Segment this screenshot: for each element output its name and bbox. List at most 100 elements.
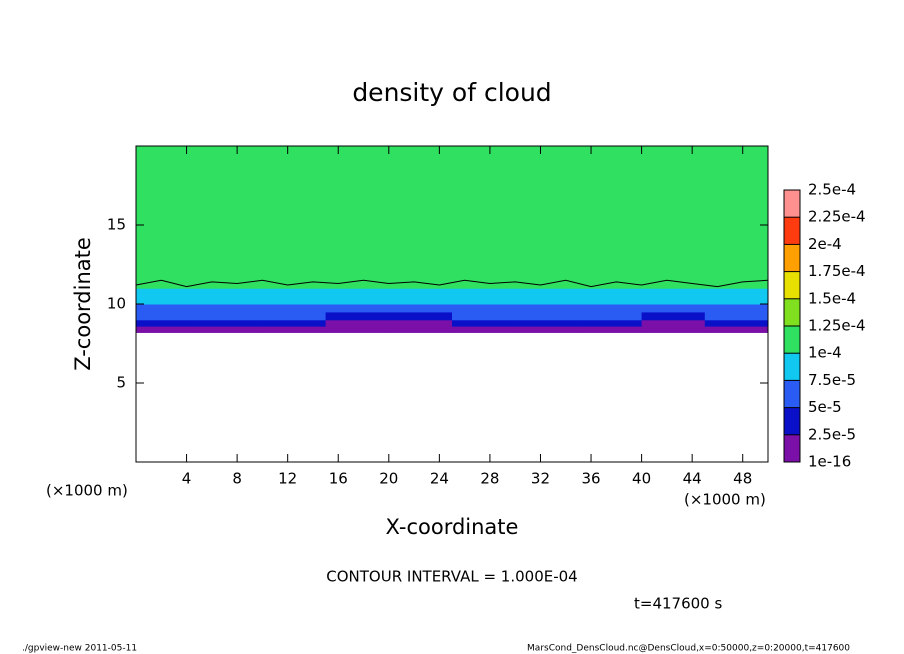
cell (641, 311, 706, 321)
cell (262, 296, 327, 305)
cell (199, 193, 263, 242)
colorbar-label: 1.25e-4 (808, 317, 866, 335)
cell (136, 240, 200, 273)
cell (325, 288, 390, 297)
cell (704, 193, 769, 242)
colorbar-label: 7.5e-5 (808, 371, 856, 389)
cell (325, 296, 390, 305)
colorbar-swatch (784, 244, 800, 272)
cell (515, 272, 579, 289)
y-tick-label: 5 (116, 374, 126, 392)
y-tick-label: 10 (107, 295, 126, 313)
colorbar-label: 2.5e-5 (808, 425, 856, 443)
cell (136, 326, 200, 333)
cell (641, 304, 706, 313)
cell (704, 304, 769, 313)
cell (578, 326, 643, 333)
x-unit: (×1000 m) (684, 491, 766, 509)
cell (578, 304, 643, 313)
cell (199, 319, 263, 327)
cell (388, 240, 453, 273)
colorbar-swatch (784, 380, 800, 408)
cell (515, 304, 579, 313)
x-tick-label: 40 (632, 470, 651, 488)
cell (578, 193, 643, 242)
colorbar-label: 2.25e-4 (808, 208, 866, 226)
cell (388, 319, 453, 327)
cell (578, 319, 643, 327)
x-tick-label: 16 (329, 470, 348, 488)
cell (199, 304, 263, 313)
cell (578, 288, 643, 297)
cell (325, 272, 390, 289)
cell (199, 240, 263, 273)
cell (452, 319, 516, 327)
cell (136, 311, 200, 321)
cell (262, 240, 327, 273)
colorbar-swatch (784, 190, 800, 218)
annotation: CONTOUR INTERVAL = 1.000E-04 (326, 568, 577, 586)
cell (452, 326, 516, 333)
cell (199, 146, 263, 194)
cell (452, 296, 516, 305)
colorbar-swatch (784, 407, 800, 435)
x-tick-label: 44 (683, 470, 702, 488)
footer: ./gpview-new 2011-05-11 (22, 644, 137, 654)
cell (515, 296, 579, 305)
cell (136, 288, 200, 297)
cell (325, 319, 390, 327)
colorbar-label: 5e-5 (808, 398, 842, 416)
colorbar-label: 1.5e-4 (808, 289, 856, 307)
cell (515, 146, 579, 194)
cell (388, 146, 453, 194)
cell (262, 326, 327, 333)
cell (262, 193, 327, 242)
cell (515, 288, 579, 297)
colorbar-label: 1.75e-4 (808, 262, 866, 280)
cell (452, 304, 516, 313)
cell (641, 272, 706, 289)
cell (578, 311, 643, 321)
cell (262, 304, 327, 313)
cell (388, 311, 453, 321)
cell (704, 288, 769, 297)
cell (325, 146, 390, 194)
x-tick-label: 8 (232, 470, 242, 488)
cell (704, 311, 769, 321)
x-tick-label: 20 (379, 470, 398, 488)
cell (578, 240, 643, 273)
chart-title: density of cloud (352, 78, 551, 107)
colorbar-swatch (784, 271, 800, 299)
cell (515, 319, 579, 327)
colorbar-label: 1e-16 (808, 453, 851, 471)
cell (388, 296, 453, 305)
x-axis-label: X-coordinate (386, 515, 519, 539)
cell (199, 296, 263, 305)
cell (641, 288, 706, 297)
colorbar-swatch (784, 298, 800, 326)
x-tick-label: 32 (531, 470, 550, 488)
cell (452, 146, 516, 194)
colorbar-label: 2e-4 (808, 235, 842, 253)
cell (452, 311, 516, 321)
colorbar-label: 2.5e-4 (808, 181, 856, 199)
x-tick-label: 4 (182, 470, 192, 488)
cell (452, 240, 516, 273)
cell (199, 311, 263, 321)
x-unit: (×1000 m) (46, 482, 128, 500)
colorbar-swatch (784, 326, 800, 354)
cell (388, 288, 453, 297)
colorbar-swatch (784, 353, 800, 381)
cell (136, 296, 200, 305)
x-tick-label: 12 (278, 470, 297, 488)
cell (452, 272, 516, 289)
time-label: t=417600 s (634, 595, 722, 613)
x-tick-label: 36 (581, 470, 600, 488)
cell (388, 326, 453, 333)
cell (325, 193, 390, 242)
cell (452, 288, 516, 297)
cell (325, 240, 390, 273)
y-axis-label: Z-coordinate (71, 237, 95, 371)
